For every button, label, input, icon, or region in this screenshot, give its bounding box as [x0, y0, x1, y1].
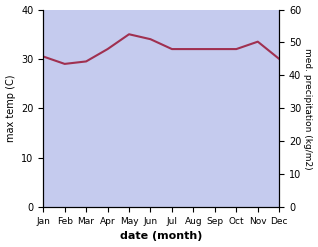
Y-axis label: max temp (C): max temp (C): [5, 75, 16, 142]
X-axis label: date (month): date (month): [120, 231, 203, 242]
Y-axis label: med. precipitation (kg/m2): med. precipitation (kg/m2): [303, 48, 313, 169]
